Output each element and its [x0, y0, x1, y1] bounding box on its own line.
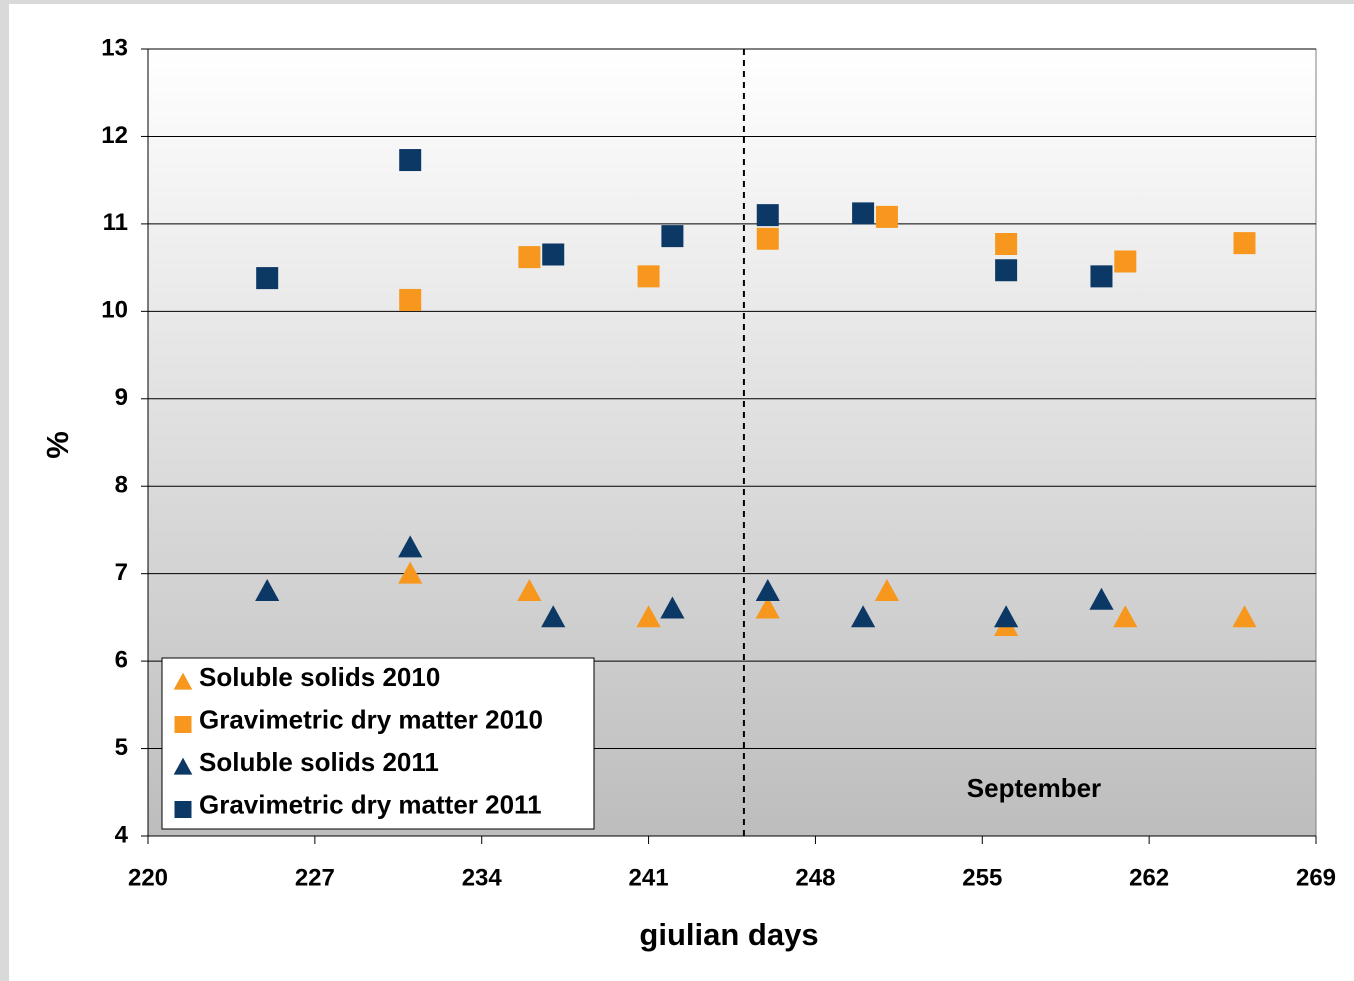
y-tick-label: 10: [101, 297, 128, 324]
legend-marker: [174, 801, 192, 818]
point: [1114, 250, 1137, 273]
x-tick-label: 255: [962, 864, 1002, 891]
legend-marker: [173, 757, 193, 775]
y-tick-label: 6: [115, 646, 128, 673]
legend-marker: [174, 716, 192, 733]
point: [755, 579, 780, 602]
x-tick-label: 227: [295, 864, 335, 891]
point: [637, 265, 660, 288]
y-tick-label: 4: [115, 821, 129, 848]
y-tick-label: 8: [115, 472, 128, 499]
legend-label: Soluble solids 2010: [199, 662, 440, 692]
x-tick-label: 262: [1129, 864, 1169, 891]
point: [1113, 605, 1138, 628]
point: [874, 579, 900, 602]
point: [756, 204, 779, 227]
point: [660, 596, 685, 619]
x-tick-label: 241: [629, 864, 669, 891]
point: [399, 288, 422, 311]
point: [852, 202, 875, 225]
point: [1232, 605, 1257, 628]
legend-marker: [173, 672, 193, 690]
point: [851, 605, 876, 628]
point: [995, 259, 1018, 282]
annotation: September: [967, 773, 1101, 803]
point: [399, 149, 422, 172]
point: [255, 579, 280, 602]
x-tick-label: 234: [462, 864, 503, 891]
x-tick-label: 248: [795, 864, 835, 891]
point: [398, 535, 423, 558]
point: [1089, 587, 1114, 610]
point: [542, 243, 565, 266]
y-tick-label: 12: [101, 122, 128, 149]
legend: [161, 657, 595, 830]
y-tick-label: 13: [101, 34, 128, 61]
point: [994, 605, 1019, 628]
point: [636, 605, 661, 628]
x-tick-label: 220: [128, 864, 168, 891]
point: [398, 561, 423, 584]
point: [518, 246, 541, 269]
y-axis-title: %: [40, 431, 75, 459]
point: [517, 579, 542, 602]
point: [756, 227, 779, 250]
point: [661, 225, 684, 248]
legend-label: Gravimetric dry matter 2011: [199, 789, 542, 819]
y-tick-label: 11: [103, 209, 128, 236]
point: [1090, 265, 1113, 288]
x-axis-title: giulian days: [639, 917, 818, 952]
point: [875, 205, 898, 228]
y-tick-label: 5: [115, 734, 128, 761]
point: [755, 596, 780, 619]
point: [995, 233, 1018, 256]
legend-label: Gravimetric dry matter 2010: [199, 704, 543, 734]
point: [541, 605, 566, 628]
y-tick-label: 7: [115, 559, 128, 586]
y-tick-label: 9: [115, 384, 128, 411]
point: [1233, 232, 1256, 255]
x-tick-label: 269: [1296, 864, 1336, 891]
point: [256, 267, 279, 290]
legend-label: Soluble solids 2011: [199, 747, 439, 777]
